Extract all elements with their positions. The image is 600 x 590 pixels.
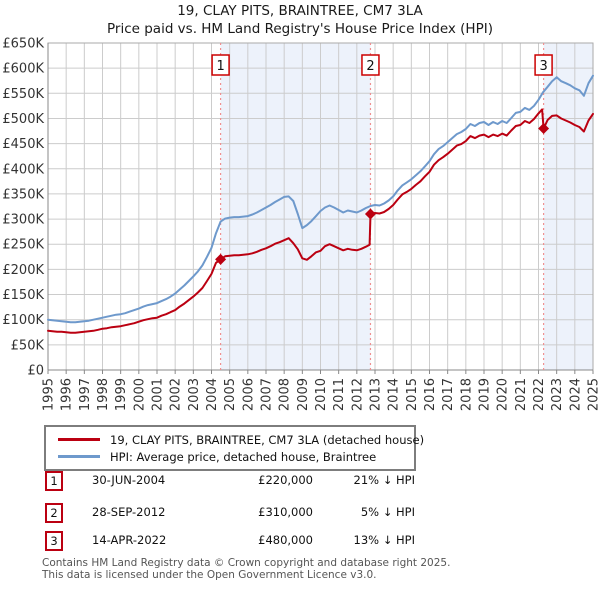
price-paid-line-swatch bbox=[58, 438, 100, 441]
transaction-date: 14-APR-2022 bbox=[92, 533, 167, 547]
transaction-vs-hpi: 13% ↓ HPI bbox=[353, 533, 415, 547]
sale-flag-number-2: 2 bbox=[366, 59, 374, 74]
transaction-number-badge: 2 bbox=[45, 503, 63, 523]
legend-item-hpi: HPI: Average price, detached house, Brai… bbox=[52, 448, 408, 465]
x-axis-label: 2006 bbox=[241, 378, 256, 411]
x-axis-label: 1995 bbox=[42, 378, 57, 411]
y-axis-label: £300K bbox=[2, 213, 44, 228]
y-axis-label: £500K bbox=[2, 112, 44, 127]
y-axis-label: £250K bbox=[2, 238, 44, 253]
x-axis-label: 2015 bbox=[405, 378, 420, 411]
legend-item-price-paid: 19, CLAY PITS, BRAINTREE, CM7 3LA (detac… bbox=[52, 431, 424, 448]
transaction-number-badge: 1 bbox=[45, 471, 63, 491]
sale-marker-2 bbox=[364, 208, 376, 220]
x-axis-label: 1998 bbox=[96, 378, 111, 411]
y-axis-label: £600K bbox=[2, 62, 44, 77]
y-axis-label: £200K bbox=[2, 263, 44, 278]
x-axis-label: 2007 bbox=[260, 378, 275, 411]
price-paid-line bbox=[47, 108, 594, 334]
transaction-number-badge: 3 bbox=[45, 531, 63, 551]
transaction-price: £310,000 bbox=[258, 505, 313, 519]
x-axis-label: 2012 bbox=[350, 378, 365, 411]
chart-legend: 19, CLAY PITS, BRAINTREE, CM7 3LA (detac… bbox=[44, 425, 424, 471]
x-axis-label: 1999 bbox=[114, 378, 129, 411]
page-title: 19, CLAY PITS, BRAINTREE, CM7 3LA bbox=[177, 3, 423, 19]
x-axis-label: 2016 bbox=[423, 378, 438, 411]
y-axis-label: £100K bbox=[2, 313, 44, 328]
x-axis-label: 2009 bbox=[296, 378, 311, 411]
transaction-row: 2 28-SEP-2012 £310,000 5% ↓ HPI bbox=[45, 503, 465, 523]
x-axis-label: 2011 bbox=[332, 378, 347, 411]
x-axis-label: 2005 bbox=[223, 378, 238, 411]
transaction-price: £480,000 bbox=[258, 533, 313, 547]
transaction-vs-hpi: 21% ↓ HPI bbox=[353, 473, 415, 487]
x-axis-label: 2002 bbox=[169, 378, 184, 411]
transaction-row: 3 14-APR-2022 £480,000 13% ↓ HPI bbox=[45, 531, 465, 551]
transaction-vs-hpi: 5% ↓ HPI bbox=[360, 505, 415, 519]
x-axis-label: 2000 bbox=[132, 378, 147, 411]
page-subtitle: Price paid vs. HM Land Registry's House … bbox=[107, 21, 493, 37]
sale-flag-number-1: 1 bbox=[216, 59, 224, 74]
transaction-row: 1 30-JUN-2004 £220,000 21% ↓ HPI bbox=[45, 471, 465, 491]
x-axis-label: 2022 bbox=[532, 378, 547, 411]
x-axis-label: 2014 bbox=[387, 378, 402, 411]
x-axis-label: 2025 bbox=[587, 378, 600, 411]
x-axis-label: 2004 bbox=[205, 378, 220, 411]
ownership-period-shading-2 bbox=[543, 43, 593, 370]
transaction-date: 30-JUN-2004 bbox=[92, 473, 166, 487]
y-axis-label: £400K bbox=[2, 162, 44, 177]
copyright-text: Contains HM Land Registry data © Crown c… bbox=[42, 557, 451, 569]
y-axis-label: £550K bbox=[2, 87, 44, 102]
sale-marker-3 bbox=[538, 123, 550, 135]
x-axis-label: 2023 bbox=[550, 378, 565, 411]
x-axis-label: 2019 bbox=[478, 378, 493, 411]
legend-label: 19, CLAY PITS, BRAINTREE, CM7 3LA (detac… bbox=[110, 432, 425, 447]
licence-text: This data is licensed under the Open Gov… bbox=[42, 569, 377, 581]
hpi-line-swatch bbox=[58, 455, 100, 458]
x-axis-label: 2001 bbox=[151, 378, 166, 411]
hpi-line bbox=[47, 74, 594, 324]
x-axis-label: 2024 bbox=[568, 378, 583, 411]
x-axis-label: 2003 bbox=[187, 378, 202, 411]
sale-flag-2 bbox=[361, 54, 380, 76]
x-axis-label: 2010 bbox=[314, 378, 329, 411]
sale-flag-number-3: 3 bbox=[539, 59, 547, 74]
x-axis-label: 2021 bbox=[514, 378, 529, 411]
y-axis-label: £450K bbox=[2, 137, 44, 152]
sale-flag-1 bbox=[211, 54, 230, 76]
y-axis-label: £650K bbox=[2, 37, 44, 52]
transaction-date: 28-SEP-2012 bbox=[92, 505, 166, 519]
price-history-chart: £0 £50K £100K £150K £200K £250K £300K £350K £400… bbox=[2, 37, 600, 412]
transaction-price: £220,000 bbox=[258, 473, 313, 487]
x-axis-label: 1996 bbox=[60, 378, 75, 411]
y-axis-label: £350K bbox=[2, 187, 44, 202]
x-axis-label: 2018 bbox=[459, 378, 474, 411]
sale-flag-3 bbox=[534, 54, 553, 76]
x-axis-label: 2013 bbox=[369, 378, 384, 411]
x-axis-label: 1997 bbox=[78, 378, 93, 411]
y-axis-label: £150K bbox=[2, 288, 44, 303]
x-axis-label: 2020 bbox=[496, 378, 511, 411]
y-axis-label: £50K bbox=[11, 338, 45, 353]
x-axis-label: 2017 bbox=[441, 378, 456, 411]
legend-label: HPI: Average price, detached house, Brai… bbox=[110, 449, 377, 464]
x-axis-label: 2008 bbox=[278, 378, 293, 411]
y-axis-label: £0 bbox=[27, 364, 44, 379]
